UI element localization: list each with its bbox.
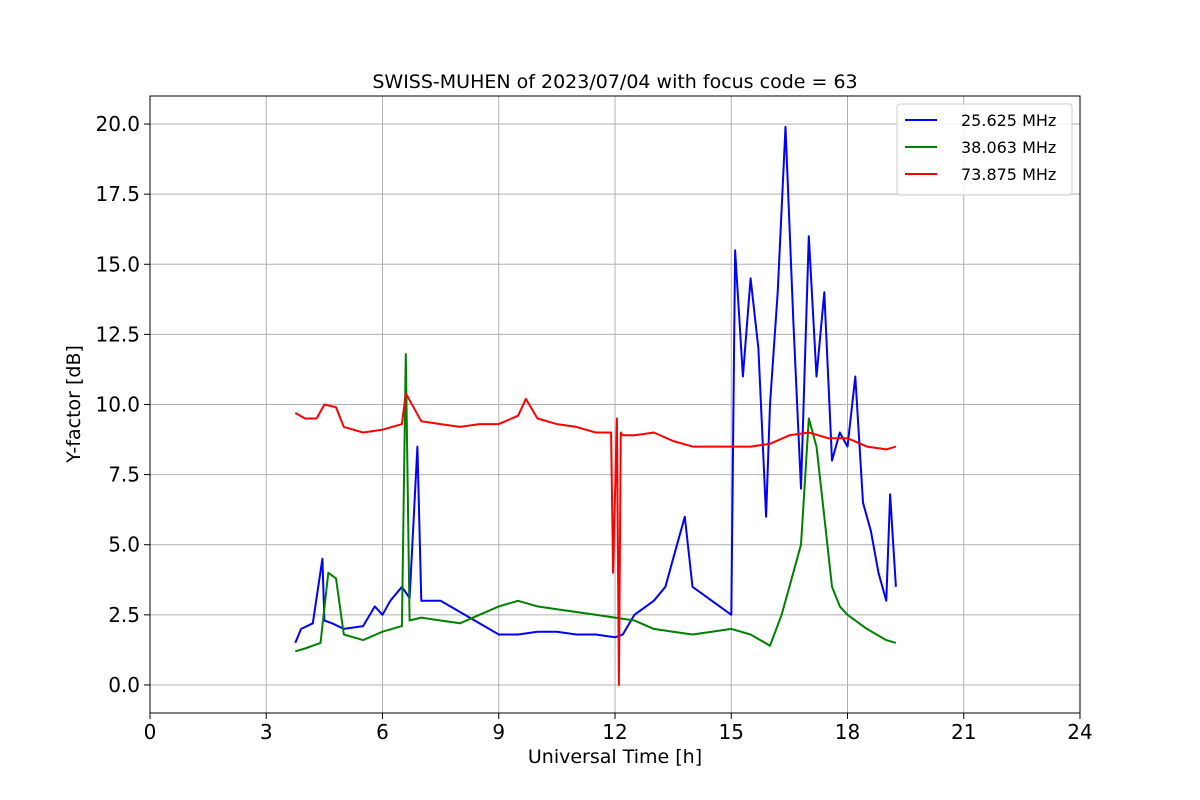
x-tick-label: 24 <box>1067 720 1092 744</box>
series-line-3 <box>294 392 897 686</box>
legend-label: 73.875 MHz <box>961 165 1056 184</box>
y-axis-label: Y-factor [dB] <box>63 345 85 464</box>
x-axis-label: Universal Time [h] <box>528 746 702 768</box>
y-tick-label: 17.5 <box>95 182 140 206</box>
y-tick-label: 15.0 <box>95 252 140 276</box>
legend-box <box>896 103 1073 196</box>
legend-label: 25.625 MHz <box>961 111 1056 130</box>
x-tick-label: 9 <box>492 720 505 744</box>
axis-ticks: 0 3 6 9 12 15 18 21 24 0.0 2.5 5.0 7.5 10.0 12.5 15.0 17… <box>95 112 1092 744</box>
series-group <box>294 125 897 686</box>
series-line-2 <box>295 353 897 653</box>
y-tick-label: 12.5 <box>95 322 140 346</box>
x-tick-label: 0 <box>144 720 157 744</box>
x-tick-label: 21 <box>951 720 976 744</box>
y-tick-label: 2.5 <box>108 603 140 627</box>
legend: 25.625 MHz 38.063 MHz 73.875 MHz <box>896 103 1073 196</box>
x-tick-label: 18 <box>835 720 860 744</box>
x-tick-label: 3 <box>260 720 273 744</box>
y-tick-label: 20.0 <box>95 112 140 136</box>
x-tick-label: 6 <box>376 720 389 744</box>
y-tick-label: 10.0 <box>95 393 140 417</box>
legend-label: 38.063 MHz <box>961 138 1056 157</box>
y-tick-label: 5.0 <box>108 533 140 557</box>
x-tick-label: 15 <box>719 720 744 744</box>
x-tick-label: 12 <box>602 720 627 744</box>
y-tick-label: 7.5 <box>108 463 140 487</box>
series-line-1 <box>294 125 897 644</box>
chart-title: SWISS-MUHEN of 2023/07/04 with focus cod… <box>372 71 857 93</box>
y-tick-label: 0.0 <box>108 673 140 697</box>
